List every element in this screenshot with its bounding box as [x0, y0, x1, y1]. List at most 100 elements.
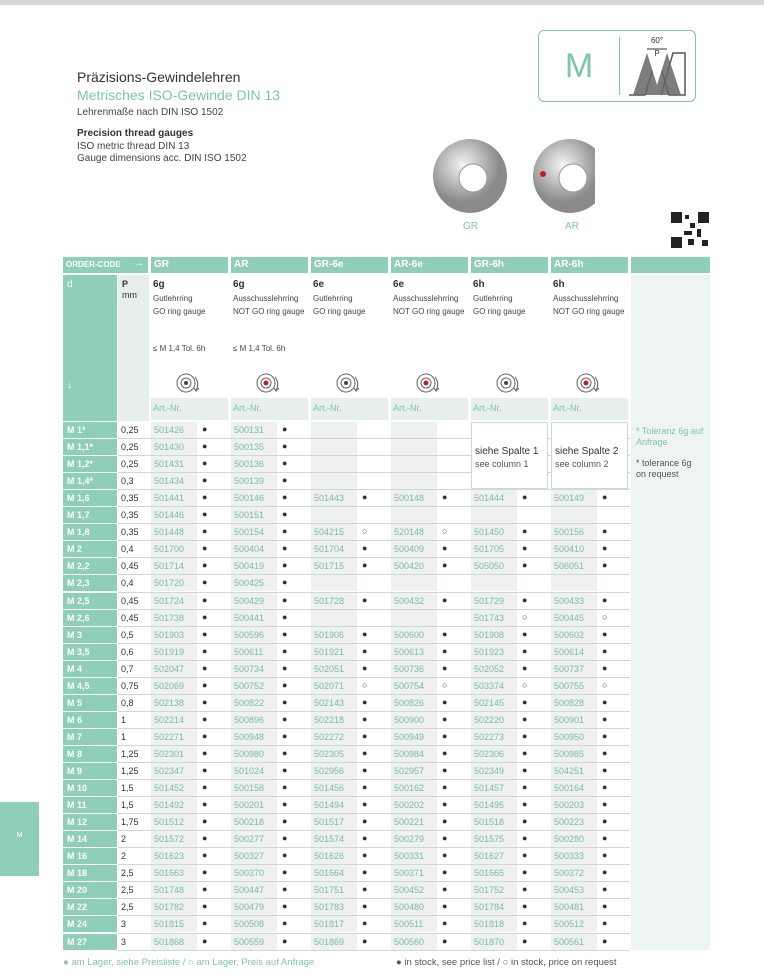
- tolerance: 6g: [233, 279, 245, 290]
- stock-status: ●: [202, 424, 208, 434]
- column-header: [471, 257, 548, 273]
- p-value: 0,45: [121, 595, 139, 606]
- article-number: 501715: [314, 561, 345, 572]
- stock-status: ●: [202, 679, 208, 690]
- legend-de: ● am Lager, siehe Preisliste / ○ am Lage…: [63, 957, 315, 968]
- art-bg: [311, 422, 357, 439]
- article-number: 500614: [554, 646, 585, 657]
- art-bg: [471, 626, 517, 643]
- art-bg: [231, 933, 277, 950]
- stock-status: ●: [362, 628, 368, 639]
- stock-status: ●: [282, 526, 288, 537]
- d-cell: [63, 694, 117, 711]
- stock-status: ●: [202, 458, 208, 469]
- stock-status: ●: [602, 935, 608, 946]
- stock-status: ●: [602, 901, 608, 912]
- merged-de: siehe Spalte 1: [475, 446, 539, 457]
- art-bg: [151, 422, 197, 439]
- stock-status: ●: [522, 662, 528, 673]
- stock-status: ●: [202, 713, 208, 724]
- name-de: Gutlehrring: [313, 294, 353, 303]
- stock-status: ●: [522, 543, 528, 554]
- p-header: [118, 275, 149, 398]
- article-number: 501441: [154, 493, 185, 504]
- article-number: 501743: [474, 612, 505, 623]
- art-bg: [231, 899, 277, 916]
- d-value: M 2,2: [67, 561, 90, 572]
- thread-icon: 60° P: [629, 36, 686, 96]
- article-number: 500420: [394, 561, 425, 572]
- article-number: 501452: [154, 783, 185, 794]
- d-cell: [63, 490, 117, 507]
- article-number: 500949: [394, 731, 425, 742]
- merged-en: see column 1: [475, 459, 529, 469]
- art-header: [391, 398, 468, 420]
- art-bg: [311, 660, 357, 677]
- art-bg: [151, 439, 197, 456]
- stock-status: ●: [522, 935, 528, 946]
- row-line: [118, 693, 630, 695]
- stock-status: ●: [522, 918, 528, 929]
- stock-status: ●: [362, 833, 368, 844]
- d-value: M 2,6: [67, 612, 90, 623]
- stock-status: ●: [442, 730, 448, 741]
- stock-status: ●: [202, 730, 208, 741]
- stock-status: ●: [602, 850, 608, 861]
- article-number: 501518: [474, 817, 505, 828]
- article-number: 500754: [394, 680, 425, 691]
- d-cell: [63, 763, 117, 780]
- stock-status: ●: [522, 884, 528, 895]
- en-line: Gauge dimensions acc. DIN ISO 1502: [77, 153, 247, 164]
- d-value: M 1,4*: [67, 476, 94, 487]
- art-bg: [151, 558, 197, 575]
- row-line: [118, 830, 630, 832]
- article-number: 501663: [154, 868, 185, 879]
- article-number: 500333: [554, 851, 585, 862]
- pitch-label: P: [654, 49, 659, 58]
- stock-status: ●: [282, 935, 288, 946]
- art-bg: [391, 592, 437, 609]
- d-value: M 3,5: [67, 646, 90, 657]
- article-number: 500146: [234, 493, 265, 504]
- row-line: [118, 574, 630, 576]
- art-bg: [391, 422, 437, 439]
- stock-status: ●: [282, 833, 288, 844]
- art-bg: [471, 882, 517, 899]
- stock-status: ●: [522, 645, 528, 656]
- d-cell: [63, 558, 117, 575]
- stock-status: ●: [522, 594, 528, 605]
- stock-status: ●: [362, 543, 368, 554]
- stock-status: ●: [202, 577, 208, 588]
- note: * Toleranz 6g auf Anfrage: [636, 426, 704, 447]
- stock-status: ●: [202, 884, 208, 895]
- stock-status: ○: [602, 679, 608, 690]
- art-bg: [311, 558, 357, 575]
- stock-status: ●: [362, 662, 368, 673]
- stock-status: ●: [282, 662, 288, 673]
- article-number: 501728: [314, 595, 345, 606]
- row-line: [118, 710, 630, 712]
- art-bg: [391, 524, 437, 541]
- d-value: M 11: [67, 800, 87, 811]
- article-number: 500480: [394, 902, 425, 913]
- name-de: Ausschusslehrring: [233, 294, 299, 303]
- art-bg: [471, 865, 517, 882]
- art-bg: [471, 609, 517, 626]
- d-cell: [63, 473, 117, 490]
- stock-status: ●: [282, 799, 288, 810]
- en-title: Precision thread gauges: [77, 128, 194, 139]
- stock-status: ●: [202, 833, 208, 844]
- art-bg: [551, 899, 597, 916]
- column-header: [231, 257, 308, 273]
- art-bg: [231, 422, 277, 439]
- art-bg: [151, 780, 197, 797]
- d-cell: [63, 711, 117, 728]
- tolerance-note: ≤ M 1,4 Tol. 6h: [233, 344, 286, 353]
- article-number: 500948: [234, 731, 265, 742]
- d-value: M 6: [67, 714, 83, 725]
- art-bg: [231, 797, 277, 814]
- p-value: 2: [121, 851, 127, 862]
- art-bg: [231, 916, 277, 933]
- stock-status: ●: [202, 645, 208, 656]
- d-value: M 1,8: [67, 527, 90, 538]
